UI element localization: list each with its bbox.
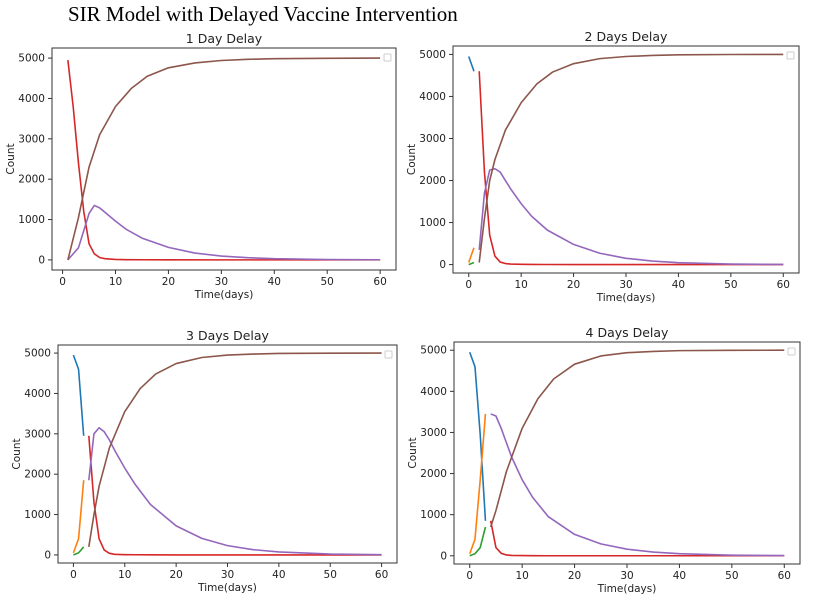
- y-axis-label: Count: [406, 144, 418, 175]
- x-axis-label: Time(days): [596, 292, 656, 304]
- x-axis-label: Time(days): [194, 289, 254, 301]
- x-tick-label: 40: [272, 569, 285, 581]
- x-tick-label: 50: [321, 276, 334, 288]
- series-line-3: [73, 546, 85, 556]
- x-tick-label: 0: [465, 279, 472, 291]
- y-tick-label: 4000: [18, 93, 45, 105]
- legend-box: [383, 53, 392, 62]
- x-tick-label: 20: [169, 569, 182, 581]
- series-line-3: [468, 261, 475, 266]
- x-tick-label: 60: [778, 570, 791, 582]
- y-tick-label: 0: [439, 259, 446, 271]
- y-tick-label: 1000: [420, 509, 447, 521]
- x-tick-label: 60: [375, 569, 388, 581]
- x-axis-label: Time(days): [597, 583, 657, 595]
- series-line-6: [478, 53, 784, 263]
- x-tick-label: 10: [515, 570, 528, 582]
- x-tick-label: 0: [59, 276, 66, 288]
- y-tick-label: 3000: [18, 133, 45, 145]
- x-tick-label: 30: [619, 279, 632, 291]
- series-line-6: [88, 352, 382, 547]
- x-tick-label: 60: [777, 279, 790, 291]
- chart-title: 3 Days Delay: [186, 328, 270, 343]
- y-tick-label: 5000: [420, 345, 447, 357]
- x-tick-label: 10: [109, 276, 122, 288]
- y-tick-label: 3000: [419, 133, 446, 145]
- chart-panel-2: 2 Days Delay 0 10 20 30 40 50 60 0 1000 2000 3000 40…: [406, 29, 800, 304]
- y-tick-label: 4000: [420, 386, 447, 398]
- x-tick-label: 30: [221, 569, 234, 581]
- y-tick-label: 3000: [24, 428, 51, 440]
- plot-area-frame: [453, 341, 801, 565]
- series-line-2: [468, 413, 487, 554]
- chart-panel-3: 3 Days Delay 0 10 20 30 40 50 60 0 1000 2000 3000 40…: [11, 328, 398, 594]
- chart-title: 1 Day Delay: [186, 31, 263, 46]
- y-tick-label: 1000: [24, 509, 51, 521]
- series-line-1: [72, 354, 85, 436]
- plot-area-frame: [57, 344, 398, 564]
- x-tick-label: 50: [324, 569, 337, 581]
- x-tick-label: 0: [70, 569, 77, 581]
- series-line-2: [67, 204, 381, 261]
- series-line-1: [67, 60, 381, 261]
- y-tick-label: 5000: [18, 53, 45, 65]
- plot-area-frame: [452, 45, 800, 274]
- x-tick-label: 40: [672, 279, 685, 291]
- x-tick-label: 10: [118, 569, 131, 581]
- y-axis-label: Count: [5, 143, 17, 174]
- series-line-4: [489, 520, 785, 557]
- chart-title: 2 Days Delay: [585, 29, 669, 44]
- plot-area-frame: [51, 47, 397, 271]
- x-tick-label: 50: [724, 279, 737, 291]
- y-tick-label: 2000: [419, 175, 446, 187]
- x-axis-label: Time(days): [197, 582, 257, 594]
- x-tick-label: 40: [268, 276, 281, 288]
- x-tick-label: 30: [620, 570, 633, 582]
- figure-suptitle: SIR Model with Delayed Vaccine Intervent…: [68, 2, 458, 26]
- series-line-5: [490, 413, 785, 557]
- series-line-5: [88, 426, 382, 556]
- y-tick-label: 1000: [419, 217, 446, 229]
- x-tick-label: 30: [215, 276, 228, 288]
- x-tick-label: 60: [373, 276, 386, 288]
- y-tick-label: 3000: [420, 427, 447, 439]
- y-tick-label: 5000: [24, 348, 51, 360]
- y-tick-label: 5000: [419, 49, 446, 61]
- y-tick-label: 0: [38, 254, 45, 266]
- series-line-3: [469, 526, 487, 557]
- series-line-3: [67, 57, 381, 261]
- y-tick-label: 0: [44, 549, 51, 561]
- series-line-1: [468, 352, 487, 521]
- x-tick-label: 0: [466, 570, 473, 582]
- y-tick-label: 2000: [18, 174, 45, 186]
- series-line-6: [489, 349, 785, 528]
- x-tick-label: 20: [567, 279, 580, 291]
- series-line-1: [467, 56, 475, 72]
- series-line-4: [88, 435, 382, 556]
- y-tick-label: 4000: [24, 388, 51, 400]
- x-tick-label: 10: [514, 279, 527, 291]
- y-tick-label: 4000: [419, 91, 446, 103]
- y-axis-label: Count: [11, 438, 23, 469]
- series-line-4: [478, 71, 784, 266]
- chart-panel-1: 1 Day Delay 0 10 20 30 40 50 60 0 1000 2000 3000 400…: [5, 31, 397, 301]
- legend-box: [787, 347, 796, 356]
- y-tick-label: 0: [440, 550, 447, 562]
- chart-panel-4: 4 Days Delay 0 10 20 30 40 50 60 0 1000 2000 3000 40…: [407, 325, 801, 595]
- x-tick-label: 20: [162, 276, 175, 288]
- legend-box: [786, 51, 795, 60]
- x-tick-label: 50: [725, 570, 738, 582]
- chart-title: 4 Days Delay: [586, 325, 670, 340]
- y-tick-label: 2000: [420, 468, 447, 480]
- series-line-2: [72, 480, 85, 554]
- x-tick-label: 40: [673, 570, 686, 582]
- y-tick-label: 1000: [18, 214, 45, 226]
- y-tick-label: 2000: [24, 469, 51, 481]
- x-tick-label: 20: [568, 570, 581, 582]
- legend-box: [384, 350, 393, 359]
- series-line-2: [467, 247, 475, 263]
- y-axis-label: Count: [407, 437, 419, 468]
